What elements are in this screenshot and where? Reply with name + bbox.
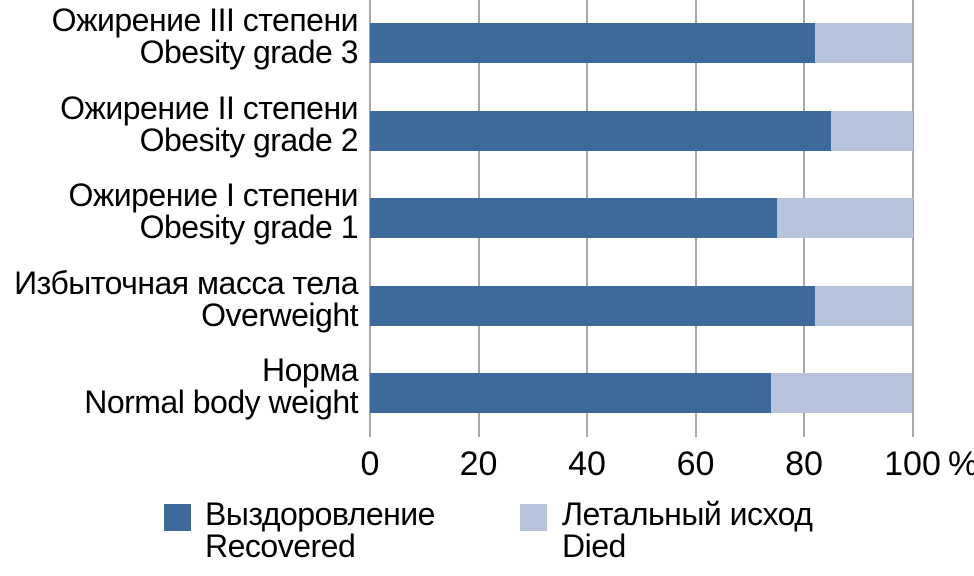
category-label-ru: Норма: [262, 352, 358, 388]
category-label: Норма Normal body weight: [84, 354, 358, 418]
category-label-ru: Ожирение II степени: [60, 89, 358, 126]
x-tick-label: 60: [676, 445, 715, 483]
legend-label-recovered: Выздоровление Recovered: [205, 498, 435, 562]
legend-label-en: Recovered: [205, 528, 356, 564]
legend-label-ru: Выздоровление: [205, 496, 435, 532]
category-label-ru: Избыточная масса тела: [14, 264, 358, 301]
category-label-en: Obesity grade 3: [139, 34, 359, 70]
category-label-en: Obesity grade 2: [139, 121, 359, 158]
legend-label-died: Летальный исход Died: [562, 496, 813, 564]
legend-label-en: Died: [562, 528, 626, 564]
x-tick-label: 80: [785, 445, 823, 483]
x-tick-label: 40: [568, 445, 606, 483]
category-label-ru: Ожирение I степени: [68, 177, 358, 213]
legend-label-ru: Летальный исход: [562, 496, 813, 532]
category-label: Ожирение I степени Obesity grade 1: [68, 179, 358, 243]
bar-segment-recovered: [370, 198, 777, 238]
bar-segment-died: [831, 110, 913, 151]
x-tick-label: 20: [459, 445, 498, 483]
bar-segment-died: [771, 373, 913, 413]
category-label-en: Obesity grade 1: [139, 209, 359, 245]
bar-segment-died: [814, 285, 913, 326]
bar-segment-recovered: [370, 23, 815, 63]
bar-segment-recovered: [370, 285, 815, 326]
category-label: Ожирение III степени Obesity grade 3: [51, 2, 359, 70]
bar-segment-recovered: [370, 373, 772, 413]
category-label-ru: Ожирение III степени: [51, 2, 359, 38]
legend-swatch-recovered: [164, 504, 191, 531]
bar-segment-died: [776, 198, 913, 238]
category-label-en: Normal body weight: [84, 384, 358, 420]
category-label: Избыточная масса тела Overweight: [14, 267, 358, 331]
bar-segment-recovered: [370, 110, 832, 151]
x-tick-label: 0: [360, 445, 380, 483]
gridline: [911, 0, 914, 437]
category-label-en: Overweight: [201, 296, 358, 333]
category-label: Ожирение II степени Obesity grade 2: [60, 92, 358, 156]
x-tick-label: 100: [884, 445, 941, 483]
legend-swatch-died: [520, 504, 547, 531]
bar-segment-died: [814, 23, 913, 63]
x-axis-unit-label: %: [948, 446, 974, 482]
